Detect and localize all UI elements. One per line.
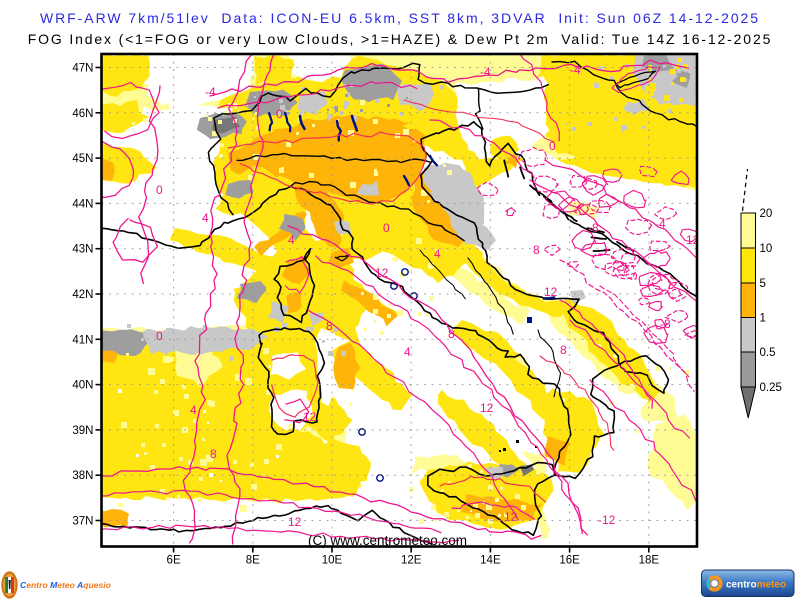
svg-text:0: 0 <box>549 139 556 153</box>
svg-text:37N: 37N <box>72 516 93 528</box>
svg-text:45N: 45N <box>72 153 93 165</box>
svg-text:41N: 41N <box>72 334 93 346</box>
svg-text:-4: -4 <box>205 85 216 99</box>
svg-text:Centro Meteo Aquesio: Centro Meteo Aquesio <box>20 580 111 590</box>
svg-text:4: 4 <box>404 345 411 359</box>
svg-text:40N: 40N <box>72 380 93 392</box>
svg-text:12: 12 <box>375 266 389 280</box>
svg-text:1: 1 <box>760 313 766 325</box>
svg-text:-4: -4 <box>655 217 666 231</box>
svg-text:-12: -12 <box>598 513 616 527</box>
svg-text:8: 8 <box>560 343 567 357</box>
svg-text:(C) www.centrometeo.com: (C) www.centrometeo.com <box>308 533 467 548</box>
svg-text:8: 8 <box>448 327 455 341</box>
svg-text:18E: 18E <box>639 555 660 567</box>
svg-text:6E: 6E <box>167 555 181 567</box>
svg-text:42N: 42N <box>72 289 93 301</box>
svg-text:12: 12 <box>288 515 302 529</box>
svg-text:14E: 14E <box>480 555 501 567</box>
svg-text:-4: -4 <box>570 63 581 77</box>
svg-text:0: 0 <box>156 183 163 197</box>
svg-text:44N: 44N <box>72 198 93 210</box>
svg-text:centrometeo: centrometeo <box>726 580 786 591</box>
svg-text:4: 4 <box>288 233 295 247</box>
svg-text:12: 12 <box>303 410 317 424</box>
svg-text:4: 4 <box>202 211 209 225</box>
svg-text:8: 8 <box>210 447 217 461</box>
svg-text:0.5: 0.5 <box>760 347 776 359</box>
svg-text:4: 4 <box>434 247 441 261</box>
svg-text:8E: 8E <box>246 555 260 567</box>
svg-text:5: 5 <box>760 278 766 290</box>
svg-text:-8: -8 <box>660 317 671 331</box>
svg-text:43N: 43N <box>72 244 93 256</box>
svg-text:0.25: 0.25 <box>760 382 782 394</box>
svg-text:12: 12 <box>686 233 700 247</box>
svg-text:12E: 12E <box>401 555 422 567</box>
svg-text:46N: 46N <box>72 108 93 120</box>
svg-text:20: 20 <box>760 208 773 220</box>
svg-text:0: 0 <box>156 329 163 343</box>
svg-text:0: 0 <box>276 107 283 121</box>
svg-text:39N: 39N <box>72 425 93 437</box>
svg-text:47N: 47N <box>72 63 93 75</box>
svg-text:WRF-ARW 7km/51lev Data: ICON-: WRF-ARW 7km/51lev Data: ICON-EU 6.5km, S… <box>40 10 760 26</box>
svg-text:FOG Index (<1=FOG or very Low: FOG Index (<1=FOG or very Low Clouds, >1… <box>28 31 772 47</box>
svg-text:12: 12 <box>544 285 558 299</box>
svg-text:16E: 16E <box>559 555 580 567</box>
svg-text:-8: -8 <box>588 221 599 235</box>
svg-text:10: 10 <box>760 243 773 255</box>
svg-text:-4: -4 <box>480 65 491 79</box>
svg-text:4: 4 <box>190 403 197 417</box>
svg-text:8: 8 <box>533 243 540 257</box>
svg-text:12: 12 <box>480 401 494 415</box>
svg-text:0: 0 <box>383 221 390 235</box>
svg-text:38N: 38N <box>72 470 93 482</box>
svg-text:12: 12 <box>504 510 518 524</box>
svg-text:10E: 10E <box>322 555 343 567</box>
svg-text:8: 8 <box>326 319 333 333</box>
